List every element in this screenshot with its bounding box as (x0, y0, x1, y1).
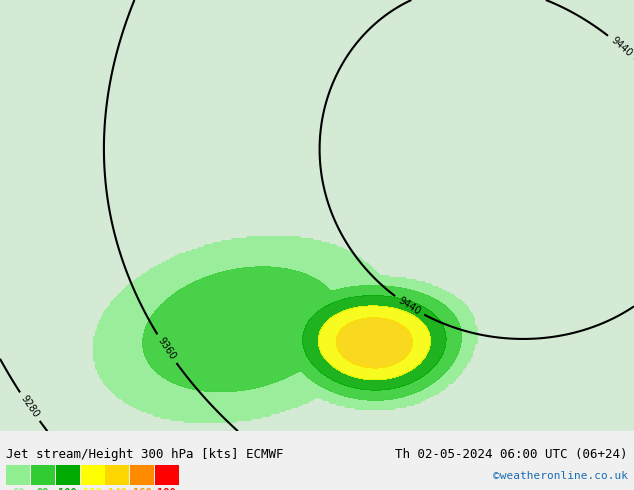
Text: 9280: 9280 (18, 394, 41, 420)
Text: 9360: 9360 (156, 336, 178, 362)
Text: Jet stream/Height 300 hPa [kts] ECMWF: Jet stream/Height 300 hPa [kts] ECMWF (6, 448, 284, 461)
Text: 160: 160 (133, 488, 152, 490)
FancyBboxPatch shape (6, 465, 30, 485)
FancyBboxPatch shape (56, 465, 80, 485)
FancyBboxPatch shape (81, 465, 105, 485)
Text: 60: 60 (12, 488, 25, 490)
Polygon shape (0, 0, 634, 431)
FancyBboxPatch shape (155, 465, 179, 485)
Text: Th 02-05-2024 06:00 UTC (06+24): Th 02-05-2024 06:00 UTC (06+24) (395, 448, 628, 461)
Text: 140: 140 (108, 488, 127, 490)
Text: 9440: 9440 (609, 35, 634, 59)
Text: 80: 80 (37, 488, 49, 490)
Text: 9440: 9440 (396, 295, 422, 317)
FancyBboxPatch shape (31, 465, 55, 485)
FancyBboxPatch shape (130, 465, 154, 485)
Text: 120: 120 (83, 488, 102, 490)
Text: 180: 180 (157, 488, 176, 490)
Text: 100: 100 (58, 488, 77, 490)
FancyBboxPatch shape (105, 465, 129, 485)
Text: ©weatheronline.co.uk: ©weatheronline.co.uk (493, 471, 628, 481)
